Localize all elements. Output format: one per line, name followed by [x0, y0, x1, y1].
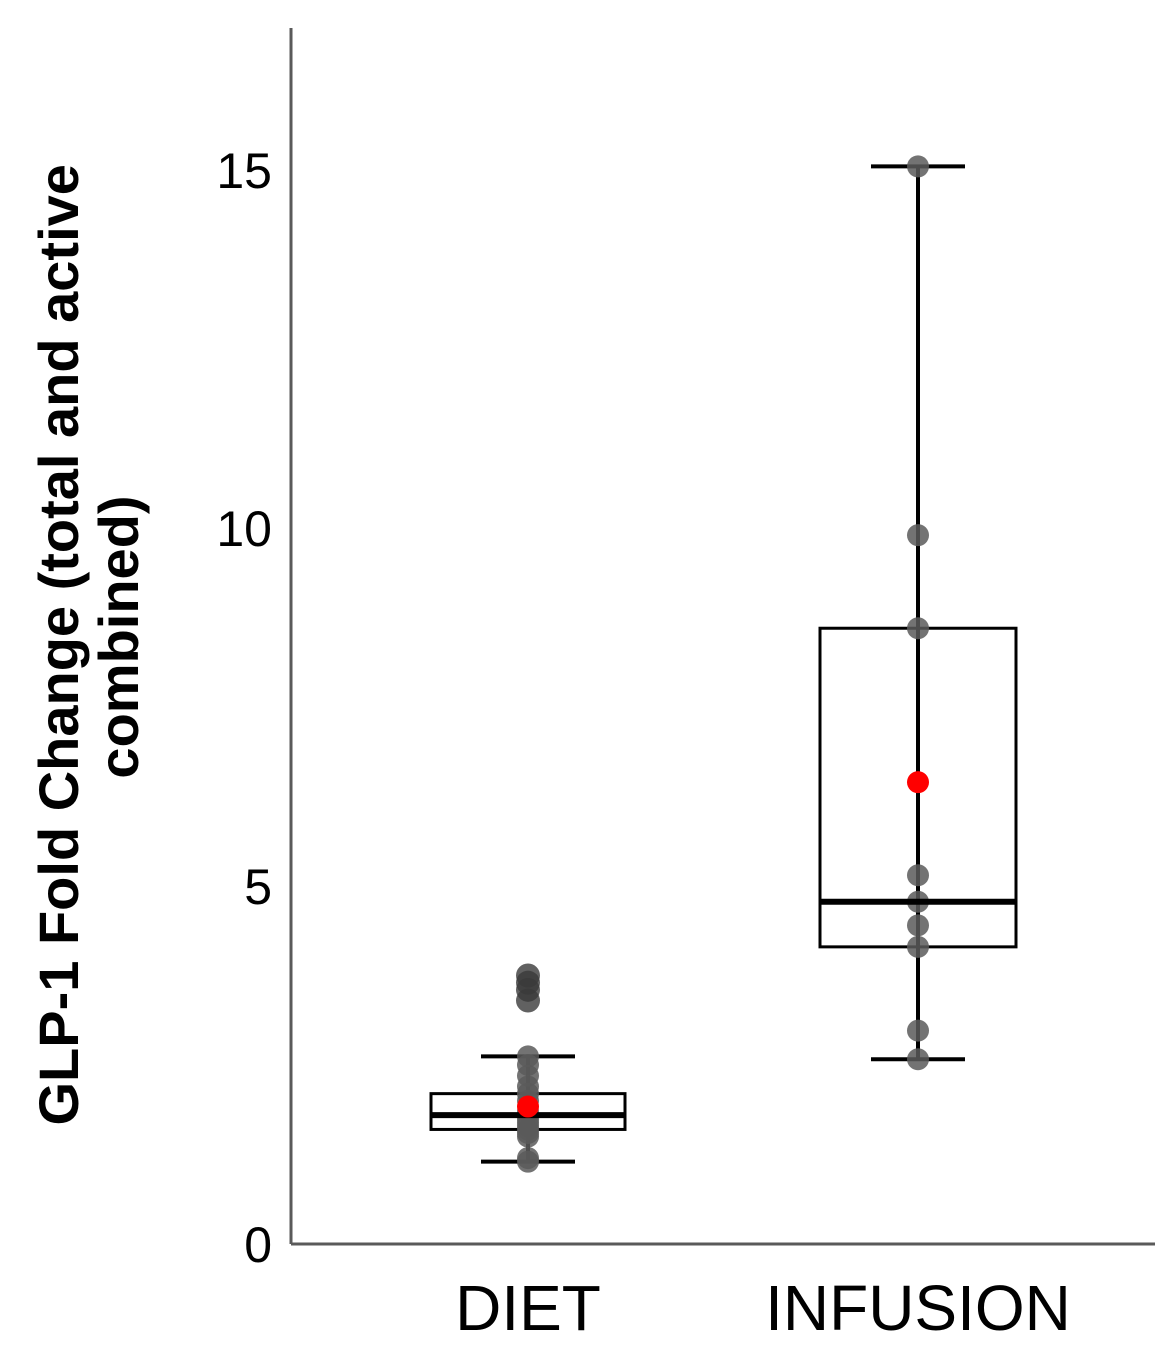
y-tick-labels: 0 5 10 15 — [216, 143, 272, 1273]
x-category-labels: DIET INFUSION — [455, 1272, 1071, 1344]
data-point — [517, 1045, 539, 1068]
y-axis-title-line-1: GLP-1 Fold Change (total and active — [27, 164, 90, 1125]
y-tick-label: 10 — [216, 501, 272, 557]
y-tick-label: 15 — [216, 143, 272, 199]
x-category-label: INFUSION — [765, 1272, 1071, 1344]
data-point — [517, 1147, 539, 1170]
axes — [289, 28, 1155, 1246]
data-point — [907, 524, 929, 547]
y-axis-title: GLP-1 Fold Change (total and active comb… — [27, 149, 150, 1126]
data-point — [907, 914, 929, 937]
data-point — [907, 1048, 929, 1071]
y-tick-label: 5 — [244, 859, 272, 915]
data-point — [907, 617, 929, 640]
box-group-infusion — [818, 155, 1018, 1071]
data-point — [907, 1019, 929, 1042]
x-category-label: DIET — [455, 1272, 601, 1344]
mean-marker — [907, 771, 929, 794]
plot-area — [429, 155, 1018, 1173]
data-point — [907, 155, 929, 178]
y-tick-label: 0 — [244, 1217, 272, 1273]
data-point — [907, 935, 929, 958]
mean-marker — [517, 1095, 539, 1118]
outlier-point — [516, 963, 540, 988]
y-axis-title-line-2: combined) — [87, 495, 150, 778]
data-point — [907, 864, 929, 887]
box-group-diet — [429, 963, 627, 1173]
